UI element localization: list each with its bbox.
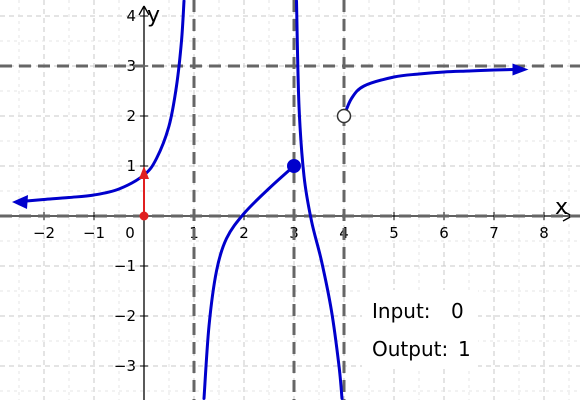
y-axis-label: y [147,3,160,28]
input-value: 0 [451,299,464,323]
output-label: Output: [372,337,448,361]
function-curve [25,0,186,203]
x-tick-label: 8 [539,224,549,242]
x-tick-label: 7 [489,224,499,242]
io-panel: Input: 0 Output: 1 [362,290,478,368]
io-panel-background [362,290,478,368]
y-tick-label: 2 [126,107,136,125]
function-curve [295,0,344,400]
open-point [336,108,352,124]
x-axis-label: x [555,195,568,220]
markers [139,108,352,221]
x-tick-label: 2 [239,224,249,242]
function-curve [342,68,516,118]
closed-point [139,211,149,221]
x-tick-label: −1 [83,224,105,242]
x-tick-label: 0 [125,224,135,242]
closed-point [287,159,301,173]
y-tick-label: 3 [126,57,136,75]
y-tick-label: 4 [126,7,136,25]
y-axis-arrow-icon [138,5,150,16]
function-curve [202,164,296,400]
y-tick-label: 1 [126,157,136,175]
arrow-left-icon [12,195,28,209]
x-tick-label: 6 [439,224,449,242]
vector-arrow-icon [139,166,149,179]
output-value: 1 [458,337,471,361]
input-label: Input: [372,299,431,323]
arrow-right-icon [512,63,529,76]
x-tick-label: 5 [389,224,399,242]
y-tick-label: −3 [114,357,136,375]
x-tick-label: −2 [33,224,55,242]
y-tick-label: −1 [114,257,136,275]
y-tick-label: −2 [114,307,136,325]
